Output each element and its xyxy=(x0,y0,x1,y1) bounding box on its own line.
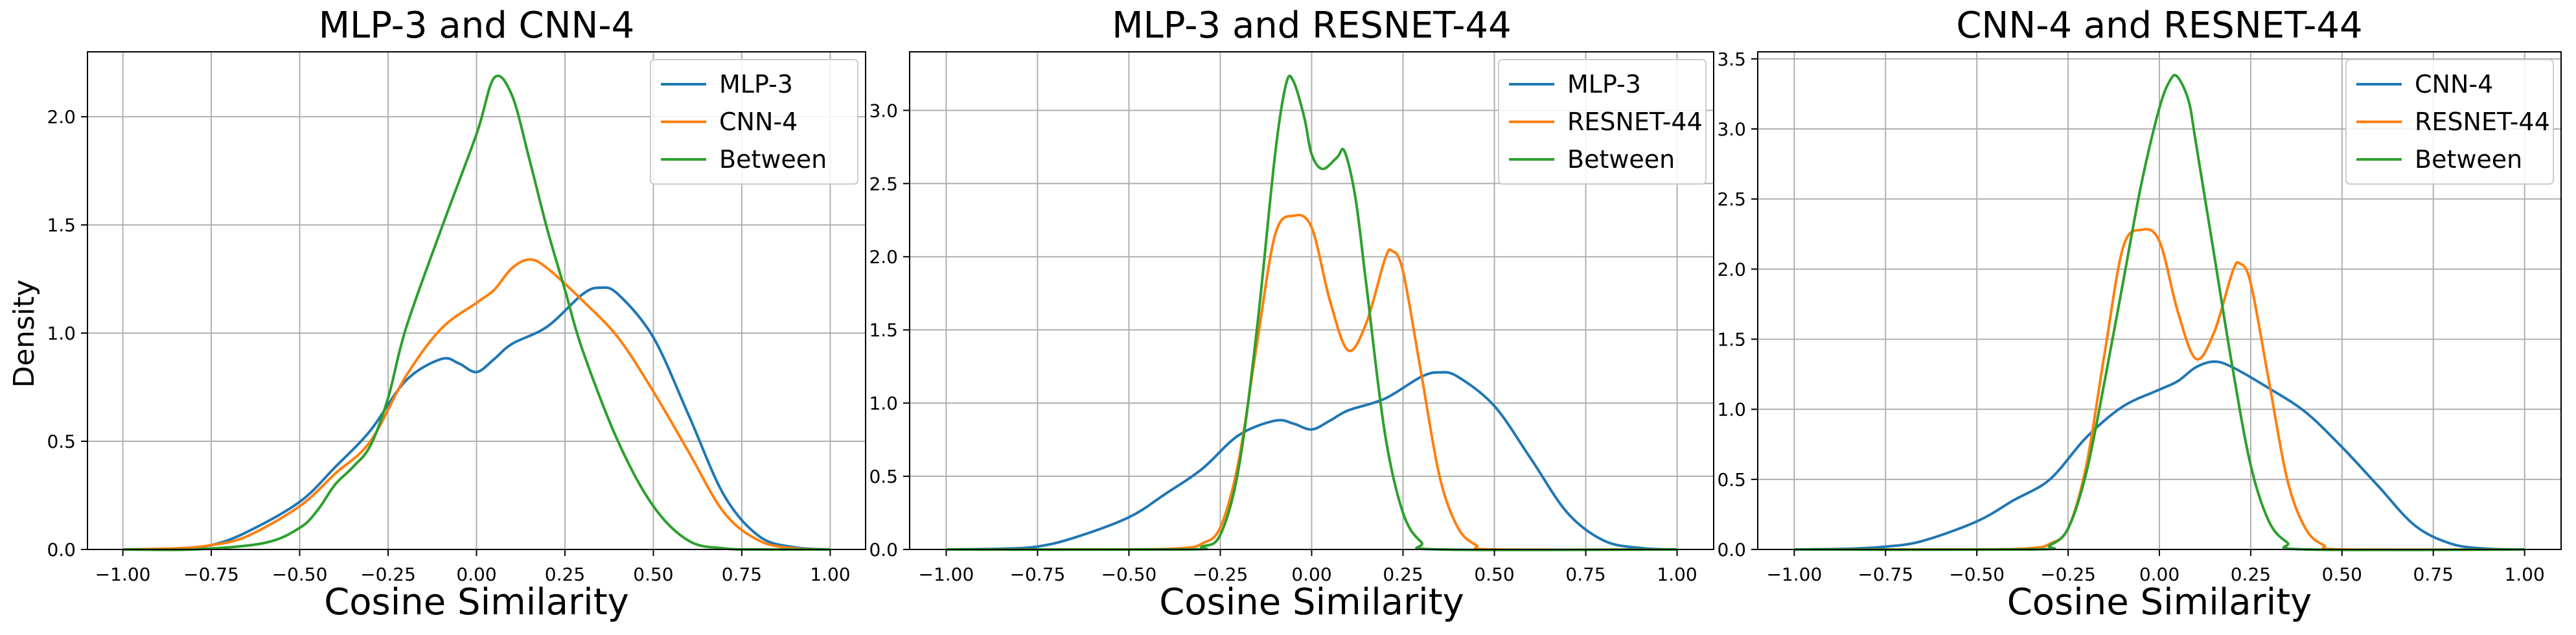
series-line-mlp-3 xyxy=(122,286,831,551)
x-tick-label: −1.00 xyxy=(95,564,151,585)
y-tick-label: 3.0 xyxy=(869,100,898,121)
x-tick-label: 0.25 xyxy=(2231,564,2271,585)
x-tick-label: 0.00 xyxy=(2139,564,2179,585)
x-tick-label: 0.00 xyxy=(1291,564,1331,585)
chart-panel-3: −1.00 −0.75 −0.50 −0.25 0.00 0.25 0.50 0.75 1.00… xyxy=(1717,5,2562,623)
x-tick-label: −0.75 xyxy=(183,564,239,585)
series-line-cnn-4 xyxy=(1794,360,2525,551)
y-tick-label: 0.0 xyxy=(47,539,76,560)
legend-box xyxy=(1498,59,1707,185)
legend-label: CNN-4 xyxy=(719,108,798,136)
x-tick-label: −0.50 xyxy=(1101,564,1157,585)
y-tick-label: 0.5 xyxy=(869,466,898,487)
series-line-between xyxy=(946,75,1677,551)
legend-label: CNN-4 xyxy=(2415,70,2493,98)
y-tick-label: 2.0 xyxy=(1717,259,1746,280)
legend-label: Between xyxy=(2415,145,2522,174)
x-axis-label: Cosine Similarity xyxy=(1159,581,1464,623)
x-tick-label: −0.25 xyxy=(360,564,416,585)
y-tick-label: 2.5 xyxy=(1717,189,1746,210)
x-tick-label: −0.25 xyxy=(2040,564,2096,585)
y-tick-label: 1.5 xyxy=(869,319,898,341)
y-tick-label: 3.0 xyxy=(1717,119,1746,140)
legend-box xyxy=(2345,59,2554,185)
chart-title: MLP-3 and CNN-4 xyxy=(319,5,635,47)
x-tick-label: −0.75 xyxy=(1010,564,1066,585)
y-tick-label: 2.0 xyxy=(47,106,76,128)
x-tick-label: 0.75 xyxy=(722,564,762,585)
x-axis-label: Cosine Similarity xyxy=(2007,581,2312,623)
chart-panel-1: −1.00 −0.75 −0.50 −0.25 0.00 0.25 0.50 0.75 1.00… xyxy=(47,5,866,623)
series-line-between xyxy=(122,75,831,551)
y-tick-label: 0.0 xyxy=(869,539,898,560)
x-tick-label: 0.25 xyxy=(545,564,585,585)
legend-label: RESNET-44 xyxy=(1567,108,1703,136)
y-tick-label: 2.5 xyxy=(869,173,898,194)
chart-title: MLP-3 and RESNET-44 xyxy=(1112,5,1512,47)
x-tick-label: 0.75 xyxy=(1565,564,1605,585)
legend: CNN-4 RESNET-44 Between xyxy=(2345,59,2554,185)
y-axis-label: Density xyxy=(8,279,41,387)
legend-box xyxy=(650,59,858,185)
x-tick-label: 0.00 xyxy=(456,564,496,585)
x-axis-label: Cosine Similarity xyxy=(324,581,629,623)
y-tick-label: 3.5 xyxy=(1717,49,1746,70)
y-tick-label: 1.5 xyxy=(47,214,76,236)
legend: MLP-3 CNN-4 Between xyxy=(650,59,858,185)
legend-label: MLP-3 xyxy=(719,70,793,98)
y-tick-label: 0.0 xyxy=(1717,539,1746,560)
y-tick-label: 0.5 xyxy=(47,431,76,452)
x-tick-label: 0.50 xyxy=(2322,564,2362,585)
legend: MLP-3 RESNET-44 Between xyxy=(1498,59,1707,185)
legend-label: Between xyxy=(719,145,827,174)
series-line-resnet-44 xyxy=(946,213,1677,551)
y-tick-label: 1.0 xyxy=(869,393,898,414)
series-line-cnn-4 xyxy=(122,258,831,551)
x-tick-label: −1.00 xyxy=(919,564,974,585)
x-tick-label: −1.00 xyxy=(1766,564,1822,585)
chart-panel-2: −1.00 −0.75 −0.50 −0.25 0.00 0.25 0.50 0.75 1.00… xyxy=(869,5,1714,623)
series-line-between xyxy=(1794,73,2525,551)
y-tick-label: 1.0 xyxy=(47,323,76,344)
legend-label: MLP-3 xyxy=(1567,70,1641,98)
x-tick-label: 0.75 xyxy=(2413,564,2454,585)
legend-label: Between xyxy=(1567,145,1675,174)
series-line-mlp-3 xyxy=(946,371,1677,551)
x-tick-label: −0.25 xyxy=(1193,564,1248,585)
y-tick-label: 0.5 xyxy=(1717,469,1746,491)
x-tick-label: 1.00 xyxy=(1657,564,1697,585)
legend-label: RESNET-44 xyxy=(2415,108,2550,136)
x-tick-label: 1.00 xyxy=(2504,564,2544,585)
y-tick-label: 2.0 xyxy=(869,246,898,268)
x-tick-label: 0.50 xyxy=(1474,564,1514,585)
y-tick-label: 1.5 xyxy=(1717,329,1746,350)
x-tick-label: 0.50 xyxy=(633,564,673,585)
x-tick-label: 1.00 xyxy=(810,564,850,585)
x-tick-label: 0.25 xyxy=(1383,564,1423,585)
x-tick-label: −0.75 xyxy=(1857,564,1913,585)
y-tick-label: 1.0 xyxy=(1717,399,1746,421)
chart-title: CNN-4 and RESNET-44 xyxy=(1956,5,2362,47)
x-tick-label: −0.50 xyxy=(272,564,328,585)
x-tick-label: −0.50 xyxy=(1949,564,2005,585)
